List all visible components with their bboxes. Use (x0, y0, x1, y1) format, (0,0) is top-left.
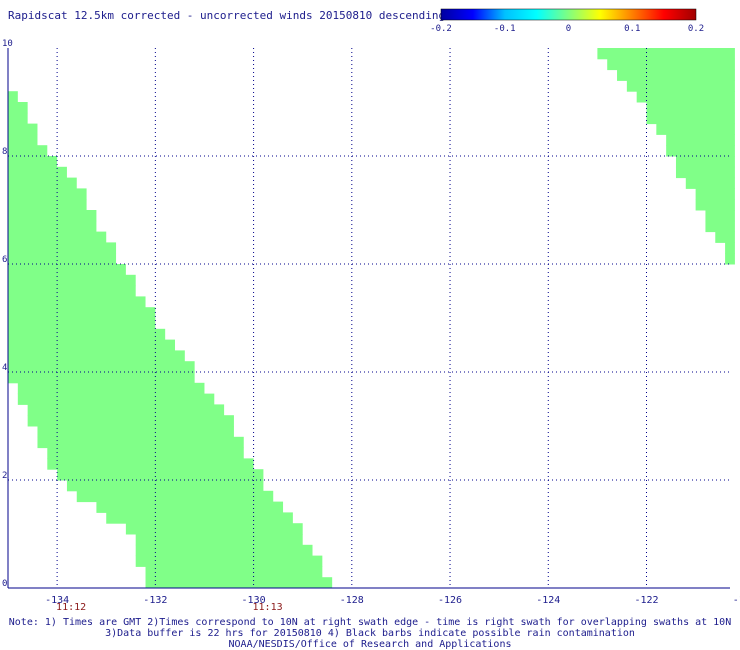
swath-cell-east (666, 145, 735, 157)
colorbar-tick-label: 0.2 (688, 24, 704, 34)
swath-cell-east (656, 123, 735, 135)
swath-cell-west (8, 102, 28, 114)
swath-cell-west (76, 490, 274, 503)
swath-cell-west (37, 426, 234, 438)
swath-cell-east (646, 112, 735, 125)
time-label: 11:13 (253, 602, 283, 613)
x-tick-label: -124 (536, 595, 560, 606)
swath-cell-west (8, 199, 87, 211)
swath-cell-east (725, 242, 735, 254)
swath-cell-west (8, 285, 136, 297)
note-line-3: NOAA/NESDIS/Office of Research and Appli… (228, 639, 512, 650)
swath-cell-east (607, 58, 735, 71)
x-tick-label: -126 (438, 595, 462, 606)
swath-cell-west (8, 134, 38, 146)
swath-cell-west (8, 242, 117, 254)
swath-cell-east (675, 156, 735, 168)
swath-cell-west (17, 382, 205, 395)
swath-cell-west (66, 480, 264, 492)
colorbar-tick-label: -0.2 (430, 24, 452, 34)
swath-cell-west (8, 220, 97, 233)
swath-cell-west (106, 512, 293, 524)
x-tick-label: -122 (634, 595, 658, 606)
swath-cell-west (8, 188, 87, 200)
colorbar-tick-label: -0.1 (494, 24, 516, 34)
swath-cell-west (8, 361, 195, 373)
swath-cell-west (135, 555, 323, 567)
x-tick-label: -134 (45, 595, 69, 606)
y-tick-label: 0 (2, 579, 7, 589)
swath-cell-east (685, 177, 735, 189)
swath-cell-west (8, 156, 58, 168)
swath-cell-west (8, 145, 48, 157)
swath-cell-west (8, 166, 67, 179)
swath-cell-west (57, 469, 264, 481)
y-tick-label: 2 (2, 471, 7, 481)
swath-cell-west (8, 372, 195, 384)
swath-cell-west (145, 566, 323, 578)
swath-cell-west (125, 523, 303, 535)
swath-cell-west (8, 253, 117, 265)
swath-cell-east (705, 220, 735, 233)
swath-cell-west (8, 318, 156, 330)
swath-cell-west (17, 393, 215, 405)
swath-cell-west (8, 307, 156, 319)
swath-cell-east (617, 69, 735, 81)
swath-cell-west (135, 534, 303, 546)
swath-cell-east (695, 188, 735, 200)
x-tick-label: -130 (242, 595, 266, 606)
time-label: 11:12 (56, 602, 86, 613)
swath-cell-west (27, 404, 225, 416)
swath-cell-west (8, 210, 97, 222)
swath-cell-east (666, 134, 735, 146)
swath-cell-west (8, 350, 185, 362)
swath-cell-west (8, 339, 175, 351)
swath-cell-east (695, 199, 735, 211)
colorbar-gradient (440, 8, 697, 21)
swath-cell-west (47, 447, 244, 459)
y-tick-label: 4 (2, 363, 7, 373)
swath-cell-east (626, 80, 735, 92)
swath-cell-west (8, 177, 77, 189)
swath-cell-west (8, 264, 126, 276)
swath-cell-east (725, 253, 735, 265)
colorbar: -0.2 -0.1 0 0.1 0.2 (430, 8, 704, 34)
swath-cell-west (8, 328, 166, 341)
y-tick-label: 8 (2, 147, 7, 157)
chart-title: Rapidscat 12.5km corrected - uncorrected… (8, 9, 446, 22)
note-line-1: Note: 1) Times are GMT 2)Times correspon… (8, 617, 732, 628)
swath-cell-west (47, 458, 254, 470)
swath-cell-west (8, 296, 146, 308)
swath-cell-west (8, 231, 107, 243)
colorbar-tick-label: 0.1 (624, 24, 640, 34)
x-tick-label: -128 (340, 595, 364, 606)
swath-cell-west (96, 501, 284, 513)
swath-cell-east (675, 166, 735, 179)
x-tick-label: -120 (733, 595, 740, 606)
swath-cell-east (715, 231, 735, 243)
y-tick-label: 10 (2, 39, 13, 49)
note-line-2: 3)Data buffer is 22 hrs for 20150810 4) … (105, 628, 635, 639)
colorbar-tick-label: 0 (566, 24, 571, 34)
swath-cell-west (8, 274, 136, 287)
x-tick-label: -132 (143, 595, 167, 606)
swath-cell-west (8, 112, 28, 125)
swath-cell-west (37, 436, 244, 449)
swath-cell-east (646, 102, 735, 114)
swath-cell-east (636, 91, 735, 103)
swath-cell-east (597, 48, 735, 60)
swath-cell-west (27, 415, 234, 427)
swath-cell-west (8, 91, 18, 103)
swath-cell-east (705, 210, 735, 222)
swath-cell-west (135, 544, 313, 557)
swath-cell-west (8, 123, 38, 135)
swath-cell-west (145, 577, 333, 589)
y-tick-label: 6 (2, 255, 7, 265)
